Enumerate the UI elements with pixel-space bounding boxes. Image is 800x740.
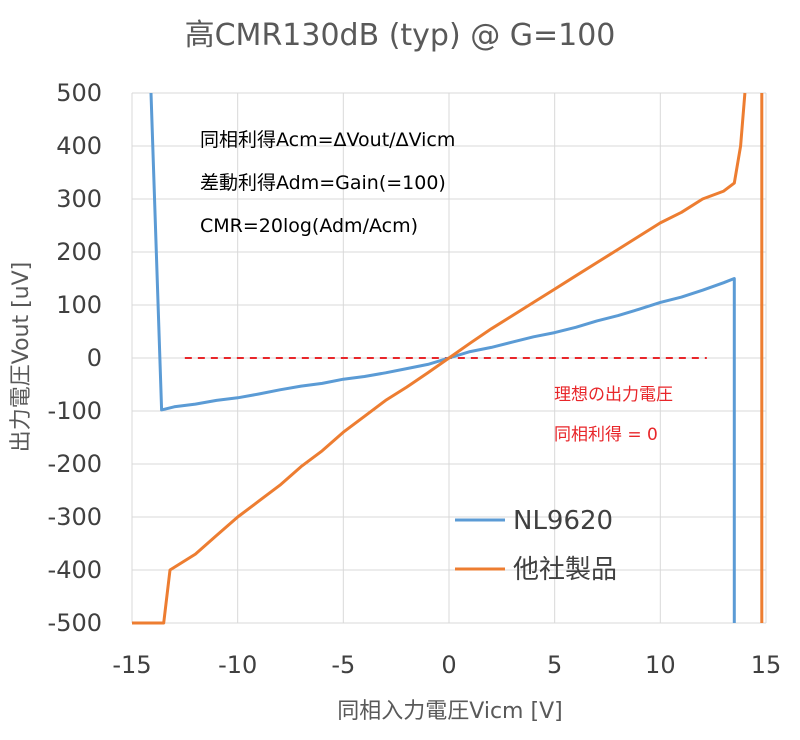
chart-title: 高CMR130dB (typ) @ G=100 [185, 18, 616, 53]
series-group [132, 92, 764, 625]
y-axis-title: 出力電圧Vout [uV] [9, 262, 34, 453]
ideal-annotation: 理想の出力電圧 同相利得 = 0 [554, 385, 673, 445]
y-tick-label: 100 [56, 291, 102, 319]
y-tick-label: -400 [48, 556, 102, 584]
x-tick-label: 10 [645, 651, 676, 679]
y-tick-label: 500 [56, 79, 102, 107]
x-tick-label: -15 [112, 651, 151, 679]
y-tick-label: -200 [48, 450, 102, 478]
ideal-label-line2: 同相利得 = 0 [554, 425, 658, 445]
y-tick-label: 300 [56, 185, 102, 213]
y-tick-label: 200 [56, 238, 102, 266]
annotation-acm: 同相利得Acm=ΔVout/ΔVicm [200, 129, 455, 151]
ideal-label-line1: 理想の出力電圧 [554, 385, 673, 405]
annotation-adm: 差動利得Adm=Gain(=100) [200, 172, 446, 194]
x-tick-label: -10 [218, 651, 257, 679]
y-tick-label: 0 [87, 344, 102, 372]
formula-annotations: 同相利得Acm=ΔVout/ΔVicm 差動利得Adm=Gain(=100) C… [200, 129, 455, 237]
x-tick-labels: -15 -10 -5 0 5 10 15 [112, 651, 781, 679]
legend-label-nl9620: NL9620 [513, 506, 613, 536]
legend: NL9620 他社製品 [455, 506, 617, 585]
x-tick-label: 15 [751, 651, 782, 679]
x-tick-label: 5 [547, 651, 562, 679]
y-tick-label: 400 [56, 132, 102, 160]
x-axis-title: 同相入力電圧Vicm [V] [337, 699, 562, 724]
y-tick-labels: 500 400 300 200 100 0 -100 -200 -300 -400 -500 [48, 79, 102, 637]
x-tick-label: -5 [331, 651, 355, 679]
x-tick-label: 0 [441, 651, 456, 679]
legend-label-other: 他社製品 [513, 555, 617, 585]
annotation-cmr: CMR=20log(Adm/Acm) [200, 215, 418, 237]
y-tick-label: -500 [48, 609, 102, 637]
y-tick-label: -300 [48, 503, 102, 531]
y-tick-label: -100 [48, 397, 102, 425]
series-line-1 [132, 92, 747, 625]
